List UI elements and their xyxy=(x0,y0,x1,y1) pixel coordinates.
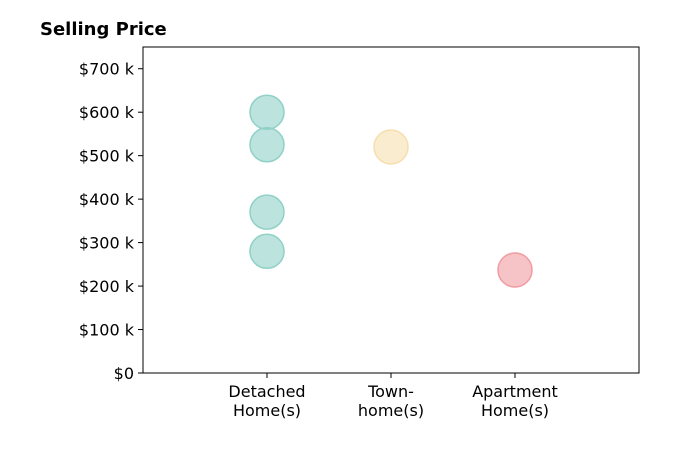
y-tick-label: $100 k xyxy=(79,321,135,340)
point xyxy=(249,194,285,230)
y-tick-label: $300 k xyxy=(79,234,135,253)
point xyxy=(497,252,533,288)
point xyxy=(249,127,285,163)
plot-frame xyxy=(142,46,640,374)
point xyxy=(249,233,285,270)
y-tick-label: $0 xyxy=(114,364,134,383)
x-tick-label: Apartment Home(s) xyxy=(472,382,558,420)
x-tick-label: Town-home(s) xyxy=(358,382,424,420)
y-tick-label: $200 k xyxy=(79,277,135,296)
chart-title: Selling Price xyxy=(40,19,167,40)
point xyxy=(373,129,409,165)
point xyxy=(249,94,285,130)
y-tick-label: $700 k xyxy=(79,60,135,79)
y-tick-label: $600 k xyxy=(79,103,135,122)
y-tick-label: $500 k xyxy=(79,147,135,166)
y-tick-label: $400 k xyxy=(79,190,135,209)
x-tick-label: Detached Home(s) xyxy=(228,382,305,420)
